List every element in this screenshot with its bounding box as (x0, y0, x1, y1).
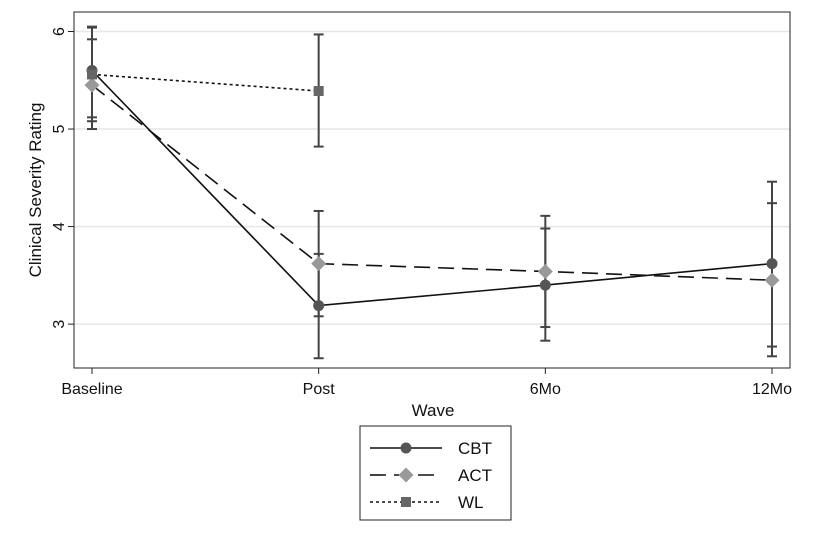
wl-point (313, 86, 324, 97)
legend: CBT ACT WL (359, 425, 512, 521)
legend-item-act: ACT (370, 466, 492, 485)
legend-marker (401, 497, 411, 507)
legend-label: CBT (458, 439, 492, 458)
x-tick-label: Post (303, 381, 336, 398)
x-axis-title: Wave (412, 401, 455, 420)
cbt-point (313, 300, 325, 312)
y-tick-label: 3 (51, 320, 68, 329)
y-tick-label: 4 (51, 222, 68, 231)
series-lines (91, 69, 773, 307)
legend-label: ACT (458, 466, 492, 485)
x-tick-label: 12Mo (752, 381, 792, 398)
act-point (311, 256, 327, 272)
cbt-series-line (91, 69, 773, 307)
cbt-point (539, 279, 551, 291)
axes: 3 4 5 6 Baseline Post 6Mo 12Mo (51, 11, 792, 398)
wl-point (87, 69, 97, 80)
legend-label: WL (458, 493, 484, 512)
x-tick-label: 6Mo (530, 381, 561, 398)
act-point (764, 272, 780, 288)
cbt-point (766, 258, 778, 270)
y-tick-label: 5 (51, 124, 68, 133)
legend-marker (400, 442, 412, 454)
act-series-line (91, 84, 773, 282)
x-tick-label: Baseline (61, 381, 122, 398)
legend-box (359, 425, 512, 521)
y-axis-title: Clinical Severity Rating (26, 103, 45, 278)
wl-series-line (91, 73, 319, 92)
legend-item-cbt: CBT (370, 439, 492, 458)
series-markers (84, 65, 780, 312)
act-point (537, 263, 553, 279)
grid (74, 30, 790, 325)
legend-item-wl: WL (370, 493, 484, 512)
plot-frame (73, 11, 791, 369)
y-tick-label: 6 (51, 27, 68, 36)
act-point (84, 77, 100, 93)
legend-marker (398, 467, 414, 483)
